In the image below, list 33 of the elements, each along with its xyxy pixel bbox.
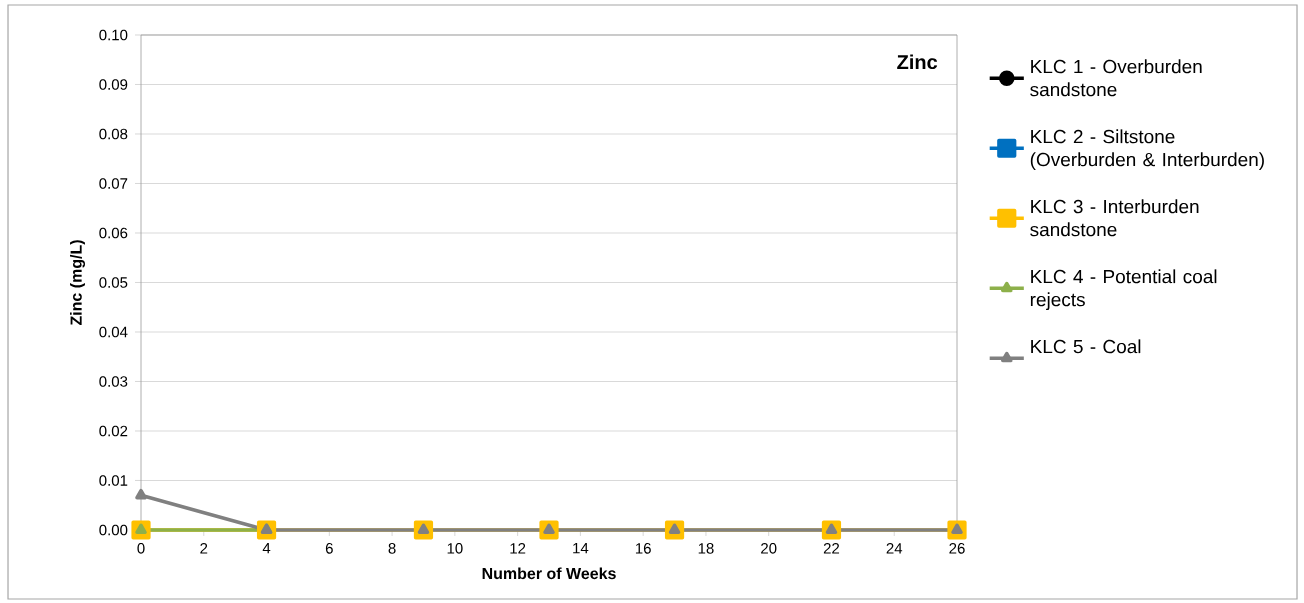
y-tick-label: 0.01 (99, 475, 128, 486)
x-tick-label: 2 (200, 543, 208, 554)
x-tick-label: 14 (573, 543, 589, 554)
x-axis-title: Number of Weeks (482, 567, 616, 580)
x-tick-label: 26 (949, 543, 965, 554)
x-tick-label: 24 (886, 543, 903, 554)
y-tick-label: 0.05 (99, 277, 128, 288)
y-tick-label: 0.02 (99, 425, 128, 437)
x-tick-label: 20 (761, 543, 777, 554)
x-tick-label: 0 (137, 543, 145, 554)
legend-label: KLC 5 - Coal (1031, 339, 1141, 354)
y-tick-label: 0.09 (99, 79, 128, 90)
x-tick-label: 6 (325, 543, 333, 554)
x-tick-label: 10 (447, 543, 463, 554)
x-tick-label: 8 (388, 543, 396, 554)
text: Zinc (897, 54, 938, 70)
y-tick-label: 0.04 (99, 326, 128, 338)
y-tick-label: 0.08 (99, 128, 128, 140)
y-axis-title: Zinc (mg/L) (70, 240, 86, 326)
x-tick-label: 16 (635, 543, 651, 554)
x-tick-label: 18 (698, 543, 714, 554)
x-tick-label: 22 (823, 543, 840, 554)
y-tick-label: 0.03 (99, 376, 128, 387)
legend-label: KLC 3 - Interburden sandstone (1030, 199, 1199, 237)
x-tick-label: 12 (510, 543, 526, 554)
legend-label: KLC 1 - Overburden sandstone (1030, 59, 1202, 97)
legend-label: KLC 4 - Potential coal rejects (1030, 269, 1217, 311)
legend-label: KLC 2 - Siltstone (Overburden & Interburden) (1030, 129, 1264, 171)
x-tick-label: 4 (262, 543, 271, 554)
y-tick-label: 0.07 (99, 178, 128, 189)
y-tick-label: 0.06 (99, 227, 128, 239)
y-tick-label: 0.10 (99, 29, 128, 41)
y-tick-label: 0.00 (99, 524, 128, 536)
